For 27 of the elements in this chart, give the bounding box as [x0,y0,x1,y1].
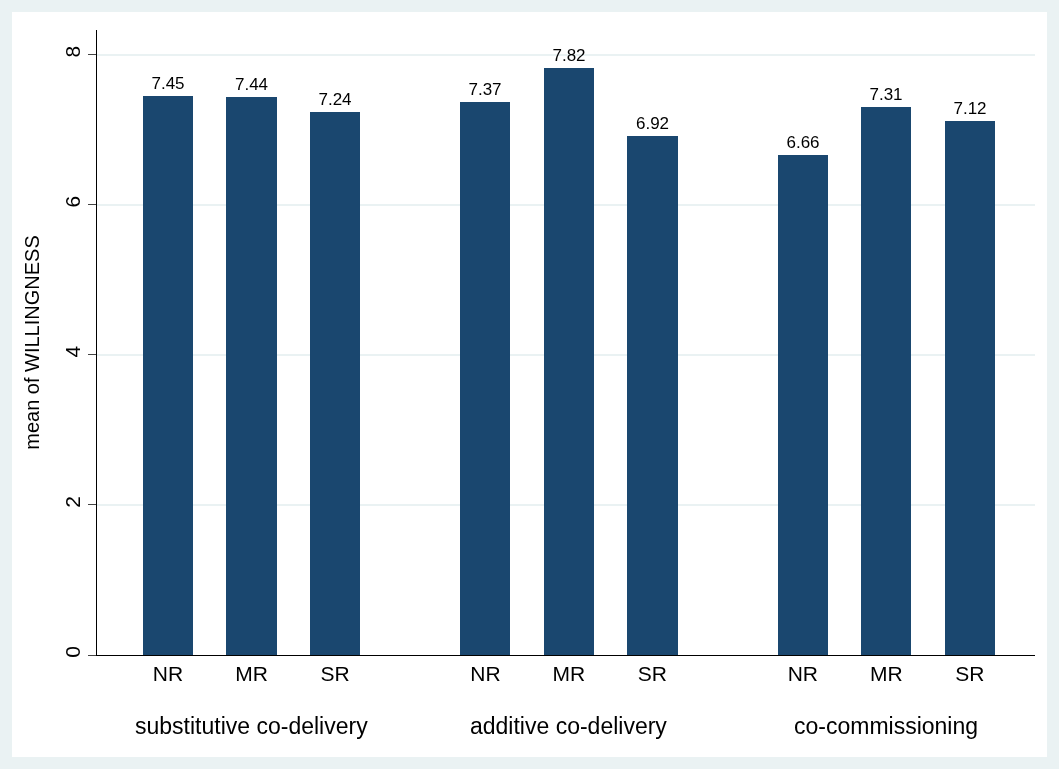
data-label: 7.31 [869,85,903,104]
x-tick-label: SR [637,662,668,686]
data-label: 7.37 [468,80,502,99]
x-tick-label: MR [552,662,586,686]
x-tick-label: NR [470,662,501,686]
data-label: 7.82 [552,46,586,65]
y-axis-title: mean of WILLINGNESS [21,235,44,450]
data-label: 6.66 [786,133,820,152]
text: co-commissioning [794,713,979,739]
y-tick-label: 4 [60,345,84,358]
data-label: 7.45 [151,74,185,93]
x-tick-label: SR [320,662,350,686]
y-tick-label: 2 [60,495,84,508]
x-tick-label: MR [869,662,903,686]
data-label: 6.92 [635,114,670,133]
x-tick-label: NR [152,662,184,686]
data-label: 7.24 [318,90,352,109]
y-tick-label: 8 [60,45,84,58]
text: additive co-delivery [470,713,668,739]
y-tick-label: 6 [60,195,84,208]
x-tick-label: MR [235,662,268,686]
data-label: 7.44 [234,75,269,94]
y-tick-label: 0 [60,646,84,658]
x-tick-label: SR [955,662,985,686]
x-tick-label: NR [787,662,818,686]
data-label: 7.12 [953,99,987,118]
text: substitutive co-delivery [135,713,369,739]
